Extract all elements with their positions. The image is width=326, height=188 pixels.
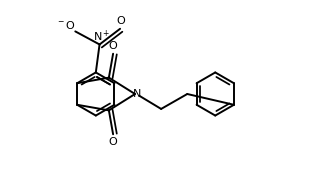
Text: $^-$O: $^-$O <box>56 19 76 31</box>
Text: O: O <box>109 137 117 147</box>
Text: N$^+$: N$^+$ <box>93 29 110 44</box>
Text: O: O <box>117 16 126 26</box>
Text: N: N <box>133 89 141 99</box>
Text: O: O <box>109 41 117 51</box>
